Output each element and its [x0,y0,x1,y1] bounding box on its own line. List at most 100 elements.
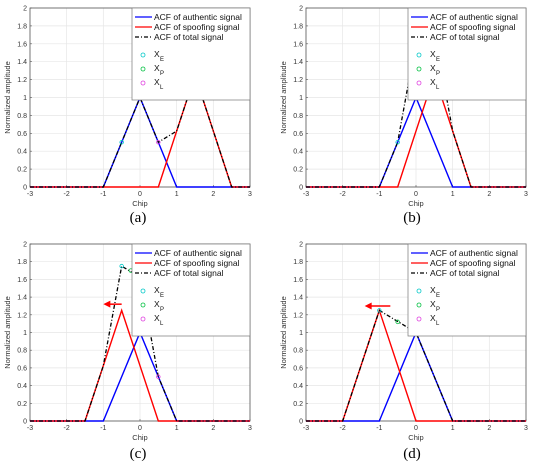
y-tick-label: 2 [23,6,27,13]
chart-panel-d: -3 -2 -1 0 1 2 3 0 0.2 0.4 0.6 0.8 1 1.2 1.4 1.6 1.8 2 Chi… [279,242,528,443]
early-marker [377,308,382,313]
x-tick-label: 3 [248,425,252,432]
legend-marker-xe [416,52,422,58]
early-marker [119,140,124,145]
late-marker [156,140,161,145]
y-tick-label: 1.8 [293,23,303,30]
x-tick-label: -1 [100,191,106,198]
legend-label-total: ACF of total signal [430,32,500,42]
y-tick-label: 0.2 [17,167,27,174]
total-signal-line [30,73,250,188]
y-tick-label: 0 [299,419,303,426]
legend-label-xl: X [430,77,436,87]
legend-marker-xe [140,52,146,58]
y-tick-label: 1.6 [293,41,303,48]
legend-label-spoofing: ACF of spoofing signal [154,258,240,268]
late-marker [156,374,161,379]
legend-label-xp: X [154,63,160,73]
legend-label-xe: X [430,49,436,59]
y-tick-label: 1.4 [17,295,27,302]
y-tick-label: 2 [299,6,303,13]
legend-sub-xe: E [160,293,164,299]
x-tick-label: -1 [376,425,382,432]
y-tick-label: 0.8 [17,113,27,120]
x-tick-label: 3 [524,191,528,198]
x-tick-label: -2 [64,191,70,198]
x-tick-label: -3 [27,425,33,432]
legend-sub-xl: L [160,321,164,327]
y-tick-label: 1 [23,330,27,337]
x-tick-label: 3 [524,425,528,432]
y-tick-label: 2 [23,242,27,249]
legend-sub-xp: P [160,71,164,77]
y-tick-label: 1.4 [293,295,303,302]
y-tick-label: 1 [299,95,303,102]
x-axis-label: Chip [408,433,423,442]
y-tick-label: 1.4 [17,59,27,66]
y-tick-label: 1.8 [17,23,27,30]
early-marker [395,140,400,145]
x-tick-label: 1 [175,191,179,198]
legend-marker-xl [416,316,422,322]
legend-label-xe: X [154,49,160,59]
y-tick-label: 0.2 [293,167,303,174]
y-tick-label: 0.6 [293,131,303,138]
y-tick-label: 0.4 [293,383,303,390]
x-tick-label: 2 [487,425,491,432]
legend-label-xe: X [154,285,160,295]
legend-sub-xl: L [160,85,164,91]
y-tick-label: 1.2 [293,77,303,84]
x-tick-label: 0 [414,425,418,432]
legend-marker-xl [416,80,422,86]
total-signal-line [306,309,526,422]
y-tick-label: 1.8 [17,259,27,266]
y-tick-label: 1.2 [17,77,27,84]
y-tick-label: 2 [299,242,303,249]
x-tick-label: 0 [414,191,418,198]
legend-sub-xe: E [160,57,164,63]
legend-marker-xp [416,302,422,308]
x-tick-label: 2 [211,191,215,198]
legend-label-total: ACF of total signal [154,268,224,278]
y-tick-label: 0.8 [17,348,27,355]
legend-marker-xl [140,80,146,86]
x-tick-label: 0 [138,425,142,432]
y-tick-label: 0.4 [17,149,27,156]
legend-label-authentic: ACF of authentic signal [154,248,242,258]
legend-sub-xp: P [436,71,440,77]
legend-label-xl: X [430,313,436,323]
y-tick-label: 0.8 [293,113,303,120]
y-tick-label: 0.6 [293,365,303,372]
y-tick-label: 0.2 [293,401,303,408]
y-tick-label: 1.6 [293,277,303,284]
y-tick-label: 0.6 [17,365,27,372]
x-tick-label: -3 [303,191,309,198]
legend-sub-xe: E [436,57,440,63]
y-tick-label: 0 [23,185,27,192]
y-axis-label: Normalized amplitude [279,61,288,134]
legend-sub-xp: P [160,307,164,313]
legend-sub-xp: P [436,307,440,313]
y-tick-label: 0.8 [293,348,303,355]
legend-label-spoofing: ACF of spoofing signal [430,258,516,268]
legend-sub-xl: L [436,85,440,91]
legend-box [407,243,527,337]
chart-panel-a: -3 -2 -1 0 1 2 3 0 0.2 0.4 0.6 0.8 1 1.2 1.4 1.6 1.8 2 Chi… [3,6,252,209]
legend-marker-xe [416,288,422,294]
x-axis-label: Chip [132,199,147,208]
legend-box [131,243,251,337]
y-axis-label: Normalized amplitude [3,296,12,369]
legend-label-xp: X [430,299,436,309]
x-tick-label: -2 [64,425,70,432]
y-tick-label: 1 [23,95,27,102]
early-marker [119,263,124,269]
x-tick-label: -2 [340,425,346,432]
x-tick-label: 1 [451,425,455,432]
legend-label-total: ACF of total signal [430,268,500,278]
legend-label-xl: X [154,313,160,323]
y-tick-label: 0.4 [17,383,27,390]
chart-panel-c: -3 -2 -1 0 1 2 3 0 0.2 0.4 0.6 0.8 1 1.2 1.4 1.6 1.8 2 Chi… [3,242,252,443]
